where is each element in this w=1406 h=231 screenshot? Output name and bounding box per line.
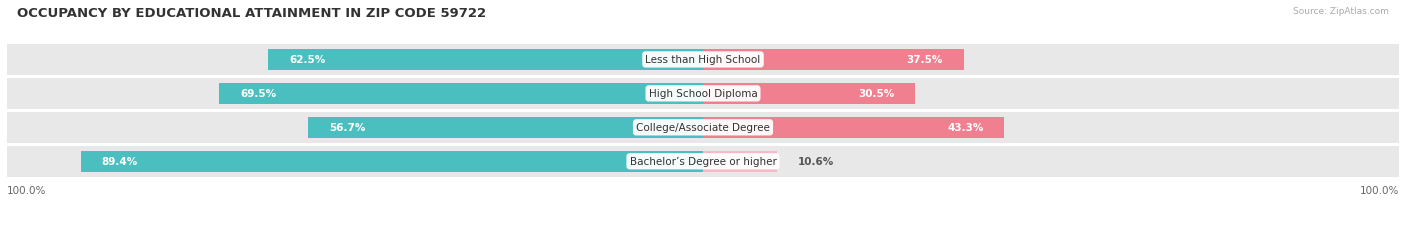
Text: 89.4%: 89.4% — [101, 157, 138, 167]
Text: 62.5%: 62.5% — [288, 55, 325, 65]
Bar — [703, 83, 915, 104]
Text: 69.5%: 69.5% — [240, 89, 277, 99]
Bar — [269, 50, 703, 71]
Bar — [7, 112, 1399, 143]
Bar — [703, 50, 965, 71]
Bar — [7, 79, 1399, 109]
Text: 43.3%: 43.3% — [948, 123, 983, 133]
Text: Less than High School: Less than High School — [645, 55, 761, 65]
Bar — [703, 117, 1004, 138]
Text: OCCUPANCY BY EDUCATIONAL ATTAINMENT IN ZIP CODE 59722: OCCUPANCY BY EDUCATIONAL ATTAINMENT IN Z… — [17, 7, 486, 20]
Text: 30.5%: 30.5% — [858, 89, 894, 99]
Text: 10.6%: 10.6% — [797, 157, 834, 167]
Text: 100.0%: 100.0% — [1360, 185, 1399, 195]
Bar — [7, 146, 1399, 177]
Bar — [308, 117, 703, 138]
Text: Bachelor’s Degree or higher: Bachelor’s Degree or higher — [630, 157, 776, 167]
Text: 56.7%: 56.7% — [329, 123, 366, 133]
Bar — [7, 45, 1399, 76]
Text: Source: ZipAtlas.com: Source: ZipAtlas.com — [1294, 7, 1389, 16]
Text: College/Associate Degree: College/Associate Degree — [636, 123, 770, 133]
Text: 37.5%: 37.5% — [907, 55, 943, 65]
Text: High School Diploma: High School Diploma — [648, 89, 758, 99]
Text: 100.0%: 100.0% — [7, 185, 46, 195]
Bar — [219, 83, 703, 104]
Bar — [80, 151, 703, 172]
Bar — [703, 151, 776, 172]
